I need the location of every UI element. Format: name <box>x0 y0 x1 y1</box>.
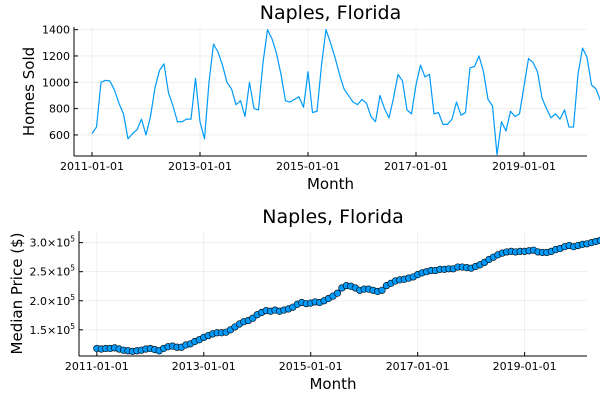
x-tick-label: 2017-01-01 <box>384 160 448 173</box>
y-tick-label: 1000 <box>42 76 70 89</box>
y-tick-label: 600 <box>49 129 70 142</box>
chart-1: 2011-01-01 2013-01-01 2015-01-01 2017-01-01… <box>20 2 600 193</box>
data-point <box>333 289 342 297</box>
x-axis-label: Month <box>309 375 356 393</box>
series-line <box>91 29 600 156</box>
x-tick-label: 2013-01-01 <box>172 360 236 373</box>
y-tick-label: 2.5×105 <box>30 264 76 279</box>
chart-title: Naples, Florida <box>262 206 404 228</box>
y-axis-label: Median Price ($) <box>8 233 26 355</box>
x-tick-label: 2015-01-01 <box>279 360 343 373</box>
x-tick-label: 2011-01-01 <box>65 360 129 373</box>
y-axis-label: Homes Sold <box>20 47 38 136</box>
y-tick-label: 1200 <box>42 50 70 63</box>
x-tick-label: 2015-01-01 <box>276 160 340 173</box>
x-tick-label: 2011-01-01 <box>60 160 124 173</box>
data-point <box>378 286 386 294</box>
chart-2: 2011-01-01 2013-01-01 2015-01-01 2017-01-01… <box>8 206 600 393</box>
chart-title: Naples, Florida <box>260 2 402 24</box>
y-tick-label: 800 <box>49 103 70 116</box>
y-tick-label: 3.0×105 <box>30 235 76 250</box>
data-point <box>596 236 600 244</box>
y-tick-label: 1.5×105 <box>30 322 76 337</box>
x-tick-label: 2019-01-01 <box>493 360 557 373</box>
x-axis-label: Month <box>307 175 354 193</box>
x-tick-label: 2017-01-01 <box>386 360 450 373</box>
y-tick-label: 1400 <box>42 24 70 37</box>
y-tick-label: 2.0×105 <box>30 293 76 308</box>
x-tick-label: 2013-01-01 <box>168 160 232 173</box>
x-tick-label: 2019-01-01 <box>492 160 556 173</box>
